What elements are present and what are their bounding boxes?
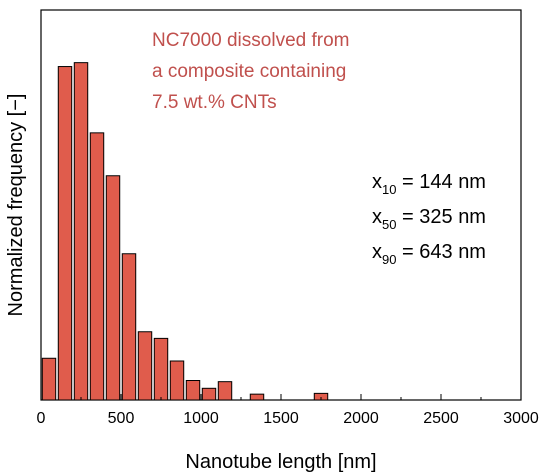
histogram-bar xyxy=(105,175,121,401)
x-axis-label: Nanotube length [nm] xyxy=(185,451,376,473)
histogram-bar xyxy=(73,62,89,401)
statistics-block: x10 = 144 nm x50 = 325 nm x90 = 643 nm xyxy=(372,171,486,267)
histogram-bar xyxy=(57,66,73,401)
x-tick-label: 1500 xyxy=(263,410,299,427)
x-tick-label: 0 xyxy=(37,410,46,427)
x-tick-label: 2500 xyxy=(423,410,459,427)
annotation-line-2: a composite containing xyxy=(152,61,346,82)
histogram-bar xyxy=(89,132,105,401)
annotation-line-1: NC7000 dissolved from xyxy=(152,30,349,51)
histogram-bar xyxy=(121,253,137,401)
x-tick-label: 500 xyxy=(108,410,135,427)
stat-x10: x10 = 144 nm xyxy=(372,171,486,197)
stat-x90: x90 = 643 nm xyxy=(372,241,486,267)
histogram-bar xyxy=(41,357,57,401)
bar-group xyxy=(41,62,329,401)
histogram-bar xyxy=(169,360,185,401)
annotation-line-3: 7.5 wt.% CNTs xyxy=(152,92,277,113)
histogram-bar xyxy=(137,331,153,401)
histogram-bar xyxy=(249,393,265,401)
histogram-bar xyxy=(201,387,217,401)
x-tick-label: 2000 xyxy=(343,410,379,427)
stat-x50: x50 = 325 nm xyxy=(372,206,486,232)
y-axis-label: Normalized frequency [−] xyxy=(5,94,27,317)
annotation-box: NC7000 dissolved from a composite contai… xyxy=(152,30,349,113)
x-ticks: 0 500 1000 1500 2000 2500 3000 xyxy=(37,394,539,427)
x-tick-label: 3000 xyxy=(503,410,539,427)
histogram-bar xyxy=(217,381,233,401)
histogram-bar xyxy=(185,380,201,401)
histogram-bar xyxy=(153,337,169,401)
x-tick-label: 1000 xyxy=(183,410,219,427)
